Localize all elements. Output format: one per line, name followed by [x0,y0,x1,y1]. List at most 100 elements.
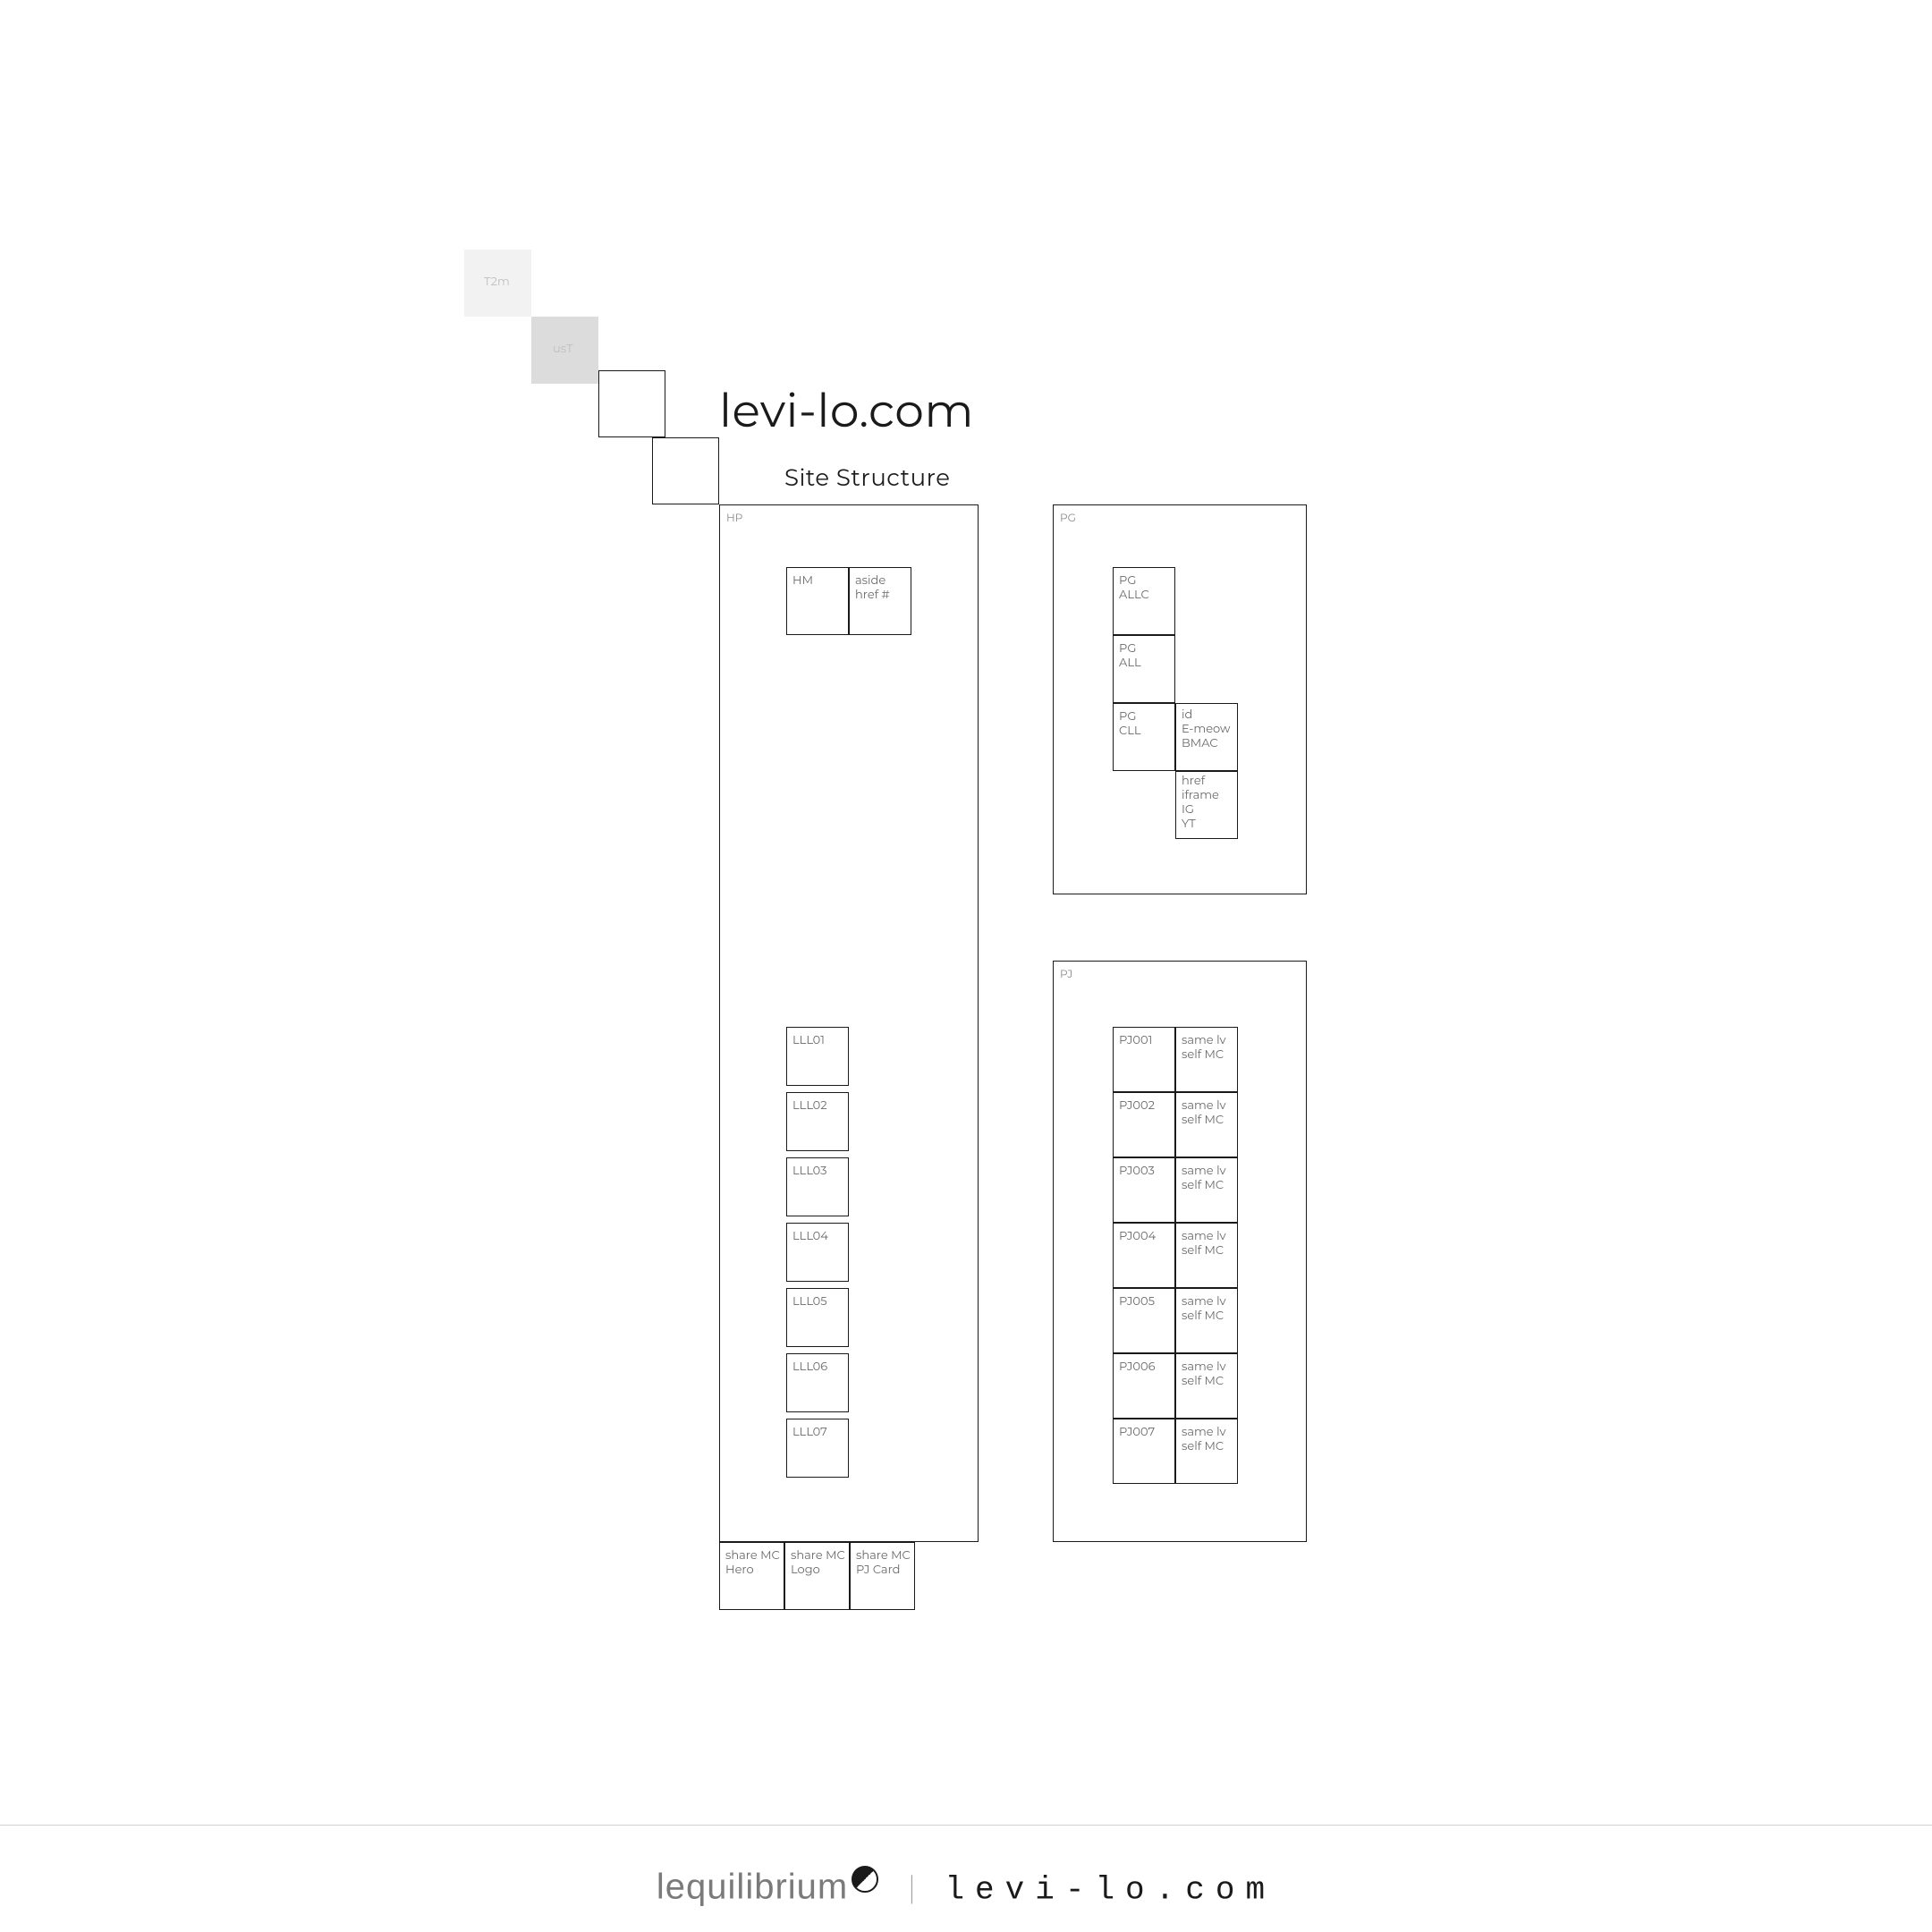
pg-cell-line3: BMAC [1182,736,1218,751]
decor-box-d [652,437,719,504]
footer-pipe: | [907,1868,916,1906]
pj-frame-label: PJ [1060,968,1072,981]
hp-aside-cell: aside href # [849,567,911,635]
pj-desc-line2: self MC [1182,1113,1224,1128]
footer-brand: lequilibrium [657,1867,848,1906]
lll-cell: LLL02 [786,1092,849,1151]
pg-cell-line1: PG [1119,573,1136,589]
pj-desc-line2: self MC [1182,1309,1224,1324]
lll-cell: LLL04 [786,1223,849,1282]
share-line2: Logo [791,1563,820,1578]
pg-cell-line2: CLL [1119,724,1141,739]
pj-desc-cell: same lv self MC [1175,1353,1238,1419]
pj-desc-line1: same lv [1182,1229,1226,1244]
share-line1: share MC [856,1548,911,1563]
pj-desc-cell: same lv self MC [1175,1288,1238,1353]
pg-cell-line1: id [1182,708,1192,723]
pj-desc-cell: same lv self MC [1175,1027,1238,1092]
pg-cell-line1: PG [1119,641,1136,657]
lll-label: LLL03 [792,1164,826,1179]
lll-label: LLL05 [792,1294,827,1309]
pg-cell-line1: PG [1119,709,1136,724]
pj-desc-line1: same lv [1182,1294,1226,1309]
page-subtitle: Site Structure [784,463,950,492]
pj-desc-cell: same lv self MC [1175,1157,1238,1223]
lll-label: LLL06 [792,1360,827,1375]
lll-cell: LLL03 [786,1157,849,1216]
pg-cell-line4: YT [1182,817,1196,832]
pj-id-label: PJ006 [1119,1360,1156,1375]
pj-id-cell: PJ002 [1113,1092,1175,1157]
pj-desc-line1: same lv [1182,1360,1226,1375]
lll-cell: LLL07 [786,1419,849,1478]
pj-desc-line2: self MC [1182,1439,1224,1454]
footer-url: levi-lo.com [945,1871,1275,1908]
pj-id-label: PJ002 [1119,1098,1155,1114]
pj-id-label: PJ001 [1119,1033,1152,1048]
decor-box-b: usT [531,317,598,384]
share-line2: PJ Card [856,1563,900,1578]
decor-a-label: T2m [484,275,510,290]
pj-desc-line1: same lv [1182,1098,1226,1114]
pj-id-label: PJ007 [1119,1425,1155,1440]
pj-desc-line2: self MC [1182,1243,1224,1258]
lll-cell: LLL01 [786,1027,849,1086]
lll-cell: LLL05 [786,1288,849,1347]
pj-desc-cell: same lv self MC [1175,1223,1238,1288]
share-cell: share MC Hero [719,1542,784,1610]
share-line1: share MC [725,1548,780,1563]
decor-b-label: usT [553,342,573,357]
hp-hm-label: HM [792,573,813,589]
decor-box-a: T2m [464,250,531,317]
pj-desc-cell: same lv self MC [1175,1419,1238,1484]
hp-aside-line1: aside [855,573,886,589]
lll-cell: LLL06 [786,1353,849,1412]
pj-id-cell: PJ003 [1113,1157,1175,1223]
share-line2: Hero [725,1563,754,1578]
pj-desc-line2: self MC [1182,1374,1224,1389]
pj-desc-line1: same lv [1182,1033,1226,1048]
brand-logo-icon [852,1866,878,1893]
pg-cell-line2: E-meow [1182,722,1230,737]
hp-aside-line2: href # [855,588,890,603]
decor-box-c [598,370,665,437]
pj-id-cell: PJ006 [1113,1353,1175,1419]
footer: lequilibrium | levi-lo.com [0,1866,1932,1908]
pj-desc-line1: same lv [1182,1164,1226,1179]
pg-cell-line1: href [1182,774,1205,789]
pg-cell: id E-meow BMAC [1175,703,1238,771]
share-line1: share MC [791,1548,845,1563]
pj-id-cell: PJ004 [1113,1223,1175,1288]
hp-hm-cell: HM [786,567,849,635]
pg-cell-line2: iframe [1182,788,1219,803]
pj-desc-line2: self MC [1182,1178,1224,1193]
pj-id-label: PJ003 [1119,1164,1155,1179]
footer-divider [0,1825,1932,1826]
lll-label: LLL01 [792,1033,825,1048]
diagram-canvas: T2m usT levi-lo.com Site Structure HP HM… [0,0,1932,1932]
pg-frame-label: PG [1060,512,1076,525]
pj-id-label: PJ004 [1119,1229,1156,1244]
share-cell: share MC Logo [784,1542,850,1610]
pj-desc-cell: same lv self MC [1175,1092,1238,1157]
lll-label: LLL07 [792,1425,827,1440]
pj-id-label: PJ005 [1119,1294,1155,1309]
pj-id-cell: PJ007 [1113,1419,1175,1484]
pj-id-cell: PJ005 [1113,1288,1175,1353]
pg-cell-line2: ALL [1119,656,1141,671]
pg-cell: PG CLL [1113,703,1175,771]
lll-label: LLL04 [792,1229,828,1244]
pg-cell-line2: ALLC [1119,588,1149,603]
pg-cell: href iframe IG YT [1175,771,1238,839]
page-title: levi-lo.com [719,383,974,439]
pg-cell: PG ALL [1113,635,1175,703]
hp-frame [719,504,979,1542]
share-cell: share MC PJ Card [850,1542,915,1610]
pj-desc-line1: same lv [1182,1425,1226,1440]
lll-label: LLL02 [792,1098,827,1114]
pj-desc-line2: self MC [1182,1047,1224,1063]
pg-cell: PG ALLC [1113,567,1175,635]
pj-id-cell: PJ001 [1113,1027,1175,1092]
hp-frame-label: HP [726,512,742,525]
pg-cell-line3: IG [1182,802,1194,818]
